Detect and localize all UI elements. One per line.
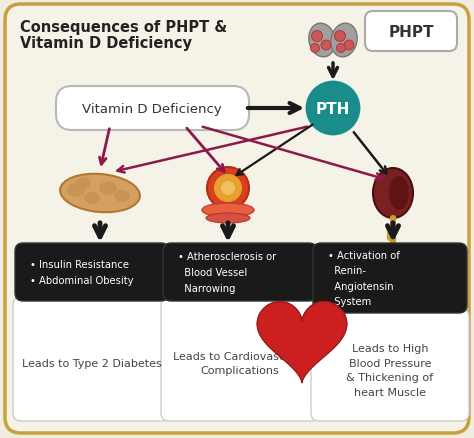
FancyBboxPatch shape <box>15 244 169 301</box>
Text: Leads to Type 2 Diabetes: Leads to Type 2 Diabetes <box>22 358 162 368</box>
FancyBboxPatch shape <box>311 309 469 421</box>
Ellipse shape <box>114 191 130 202</box>
Text: • Atherosclerosis or
  Blood Vessel
  Narrowing: • Atherosclerosis or Blood Vessel Narrow… <box>178 252 276 293</box>
Circle shape <box>321 41 331 51</box>
Ellipse shape <box>221 182 235 195</box>
Ellipse shape <box>67 184 85 198</box>
Polygon shape <box>257 302 347 383</box>
Text: Leads to Cardiovascular
Complications: Leads to Cardiovascular Complications <box>173 351 307 375</box>
Ellipse shape <box>214 175 242 202</box>
Text: Vitamin D Deficiency: Vitamin D Deficiency <box>20 35 192 50</box>
Ellipse shape <box>75 178 91 189</box>
FancyBboxPatch shape <box>56 87 249 131</box>
Ellipse shape <box>206 213 250 223</box>
Ellipse shape <box>60 174 140 213</box>
Circle shape <box>344 41 354 51</box>
Text: • Activation of
  Renin-
  Angiotensin
  System: • Activation of Renin- Angiotensin Syste… <box>328 250 400 307</box>
FancyBboxPatch shape <box>163 244 317 301</box>
FancyBboxPatch shape <box>5 5 469 433</box>
Ellipse shape <box>207 168 249 209</box>
Text: Vitamin D Deficiency: Vitamin D Deficiency <box>82 102 222 115</box>
FancyBboxPatch shape <box>313 244 467 313</box>
Text: Consequences of PHPT &: Consequences of PHPT & <box>20 19 227 35</box>
Ellipse shape <box>99 182 117 195</box>
Ellipse shape <box>309 24 335 58</box>
Ellipse shape <box>202 204 254 218</box>
Circle shape <box>335 32 346 42</box>
FancyBboxPatch shape <box>13 297 171 421</box>
Circle shape <box>337 44 346 53</box>
Text: PHPT: PHPT <box>388 25 434 39</box>
Ellipse shape <box>331 24 357 58</box>
FancyBboxPatch shape <box>161 297 319 421</box>
Text: PTH: PTH <box>316 101 350 116</box>
Circle shape <box>311 32 322 42</box>
Text: • Insulin Resistance
• Abdominal Obesity: • Insulin Resistance • Abdominal Obesity <box>30 260 134 285</box>
Ellipse shape <box>84 193 100 205</box>
Circle shape <box>310 44 319 53</box>
Ellipse shape <box>373 169 413 219</box>
Circle shape <box>307 83 359 135</box>
Ellipse shape <box>389 177 409 211</box>
FancyBboxPatch shape <box>365 12 457 52</box>
Text: Leads to High
Blood Pressure
& Thickening of
heart Muscle: Leads to High Blood Pressure & Thickenin… <box>346 343 434 397</box>
